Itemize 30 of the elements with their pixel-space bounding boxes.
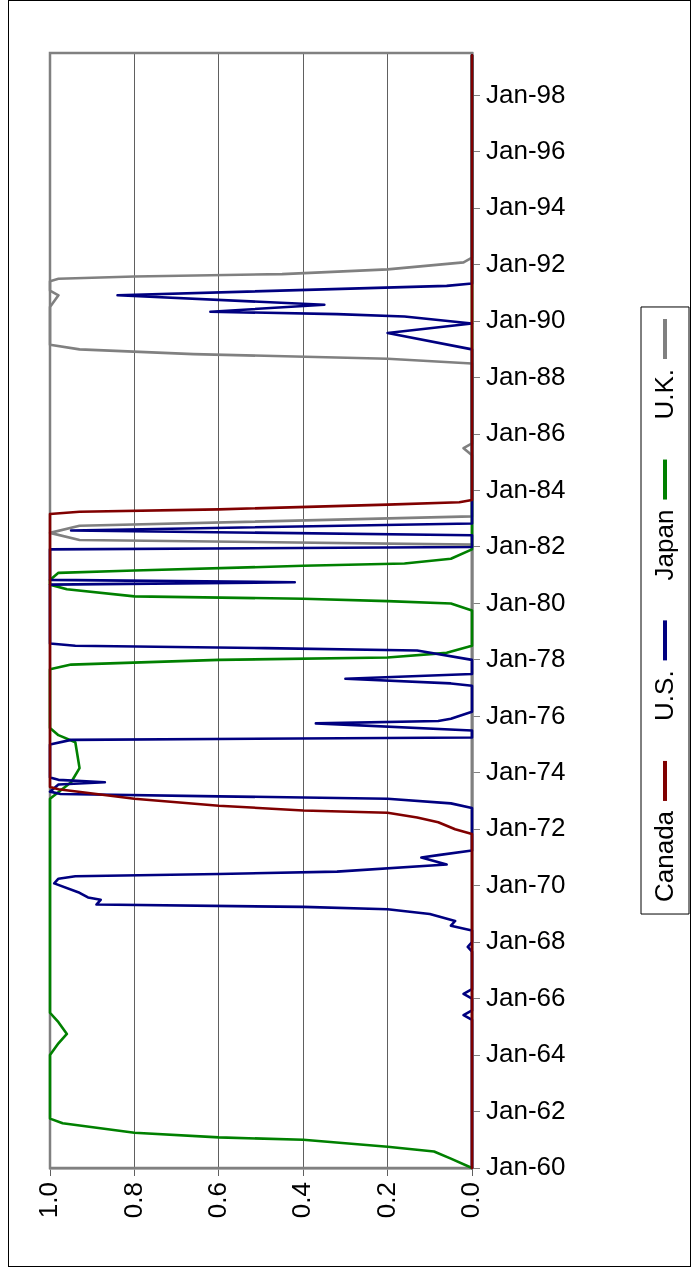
legend-label: Japan (649, 509, 680, 581)
y-tick-label: Jan-94 (486, 191, 566, 222)
y-tick-label: Jan-80 (486, 586, 566, 617)
y-tick-label: Jan-90 (486, 304, 566, 335)
x-tick-label: 0.2 (370, 1182, 401, 1219)
y-tick-label: Jan-68 (486, 925, 566, 956)
y-tick-label: Jan-82 (486, 530, 566, 561)
y-tick-label: Jan-84 (486, 473, 566, 504)
y-tick-label: Jan-72 (486, 812, 566, 843)
y-tick-label: Jan-86 (486, 417, 566, 448)
x-tick-label: 0.8 (117, 1182, 148, 1219)
y-tick-label: Jan-96 (486, 134, 566, 165)
y-tick-label: Jan-62 (486, 1094, 566, 1125)
y-tick-label: Jan-78 (486, 643, 566, 674)
y-tick-label: Jan-64 (486, 1038, 566, 1069)
x-tick-label: 1.0 (33, 1182, 64, 1219)
legend-label: U.S. (649, 670, 680, 721)
y-tick-label: Jan-76 (486, 699, 566, 730)
y-tick-label: Jan-98 (486, 78, 566, 109)
y-tick-label: Jan-70 (486, 868, 566, 899)
legend-label: U.K. (649, 368, 680, 420)
y-tick-label: Jan-92 (486, 247, 566, 278)
x-tick-label: 0.6 (201, 1182, 232, 1219)
y-tick-label: Jan-74 (486, 755, 566, 786)
y-tick-label: Jan-88 (486, 360, 566, 391)
x-tick-label: 0.4 (286, 1182, 317, 1219)
x-tick-label: 0.0 (455, 1182, 486, 1219)
y-tick-label: Jan-60 (486, 1151, 566, 1182)
y-tick-label: Jan-66 (486, 981, 566, 1012)
legend-label: Canada (649, 810, 680, 903)
